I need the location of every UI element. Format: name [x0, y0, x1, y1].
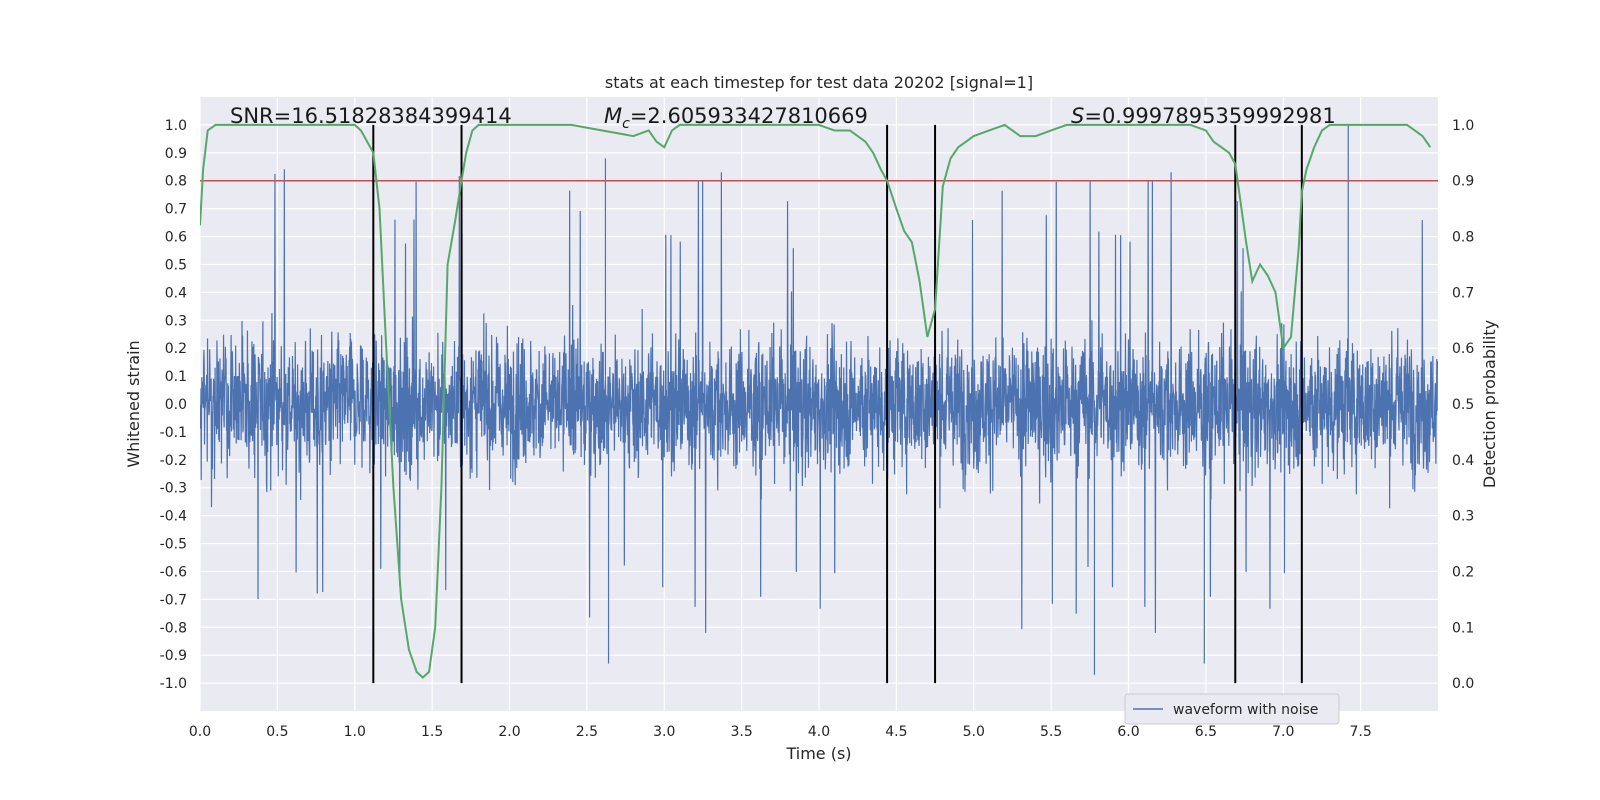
y-tick-label: -0.5	[160, 537, 187, 553]
y-tick-label: 0.2	[165, 341, 187, 357]
y-tick-label: 0.6	[165, 230, 187, 246]
waveform-line	[200, 124, 1438, 675]
y-tick-label: -0.9	[160, 648, 187, 664]
y-tick-label: -0.1	[160, 425, 187, 441]
y-tick-label: 0.8	[165, 174, 187, 190]
y2-tick-label: 0.4	[1452, 453, 1474, 469]
y-tick-label: 0.9	[165, 146, 187, 162]
y-axis-label: Whitened strain	[124, 340, 143, 467]
s-value: =0.9997895359992981	[1084, 104, 1335, 128]
legend: waveform with noise	[1124, 693, 1340, 725]
y-tick-label: -0.6	[160, 564, 187, 580]
probability-line	[200, 123, 1432, 679]
y2-tick-label: 0.5	[1452, 397, 1474, 413]
x-tick-label: 2.5	[576, 724, 598, 740]
probability-series	[200, 123, 1432, 679]
chart-title: stats at each timestep for test data 202…	[605, 73, 1033, 92]
y-tick-label: 0.3	[165, 313, 187, 329]
y2-tick-label: 0.0	[1452, 676, 1474, 692]
s-annotation: S=0.9997895359992981	[1071, 104, 1336, 128]
x-tick-label: 0.5	[266, 724, 288, 740]
y-tick-label: -1.0	[160, 676, 187, 692]
y2-tick-label: 0.9	[1452, 174, 1474, 190]
x-tick-label: 5.5	[1040, 724, 1062, 740]
y-tick-label: 0.4	[165, 285, 187, 301]
x-tick-label: 5.0	[963, 724, 985, 740]
x-tick-label: 2.0	[498, 724, 520, 740]
chirp-mass-symbol: M	[604, 104, 622, 128]
x-axis-label: Time (s)	[785, 744, 851, 763]
y-tick-label: 0.1	[165, 369, 187, 385]
snr-annotation: SNR=16.51828384399414	[230, 104, 512, 128]
y-tick-label: -0.4	[160, 509, 187, 525]
y-tick-label: -0.2	[160, 453, 187, 469]
chirp-mass-subscript: c	[622, 116, 630, 132]
x-tick-label: 1.0	[344, 724, 366, 740]
y-tick-label: -0.8	[160, 620, 187, 636]
vertical-markers	[372, 124, 1303, 684]
x-tick-label: 0.0	[189, 724, 211, 740]
y-tick-label: 1.0	[165, 118, 187, 134]
y-tick-labels: 1.0 0.9 0.8 0.7 0.6 0.5 0.4 0.3 0.2 0.1 0.0 -0.1 -0.…	[160, 118, 187, 692]
y-tick-label: 0.0	[165, 397, 187, 413]
chirp-mass-value: =2.605933427810669	[630, 104, 868, 128]
legend-label: waveform with noise	[1173, 702, 1318, 718]
y-tick-label: -0.7	[160, 592, 187, 608]
y2-tick-label: 0.2	[1452, 564, 1474, 580]
y2-tick-label: 0.6	[1452, 341, 1474, 357]
x-tick-label: 4.5	[885, 724, 907, 740]
x-tick-label: 7.0	[1272, 724, 1294, 740]
y2-tick-label: 1.0	[1452, 118, 1474, 134]
legend-box	[1124, 693, 1340, 725]
x-tick-label: 3.5	[730, 724, 752, 740]
y2-tick-label: 0.3	[1452, 509, 1474, 525]
x-tick-label: 7.5	[1349, 724, 1371, 740]
x-tick-label: 3.0	[653, 724, 675, 740]
x-tick-label: 4.0	[808, 724, 830, 740]
y2-tick-label: 0.7	[1452, 285, 1474, 301]
x-tick-label: 6.0	[1117, 724, 1139, 740]
y-tick-label: -0.3	[160, 481, 187, 497]
y2-tick-label: 0.1	[1452, 620, 1474, 636]
x-tick-label: 6.5	[1195, 724, 1217, 740]
x-tick-labels: 0.0 0.5 1.0 1.5 2.0 2.5 3.0 3.5 4.0 4.5 5.0 5.5 6.0 6…	[189, 724, 1372, 740]
x-tick-label: 1.5	[421, 724, 443, 740]
y-tick-label: 0.7	[165, 202, 187, 218]
s-symbol: S	[1071, 104, 1084, 128]
y2-tick-labels: 1.0 0.9 0.8 0.7 0.6 0.5 0.4 0.3 0.2 0.1 0.0	[1452, 118, 1474, 692]
waveform-series	[200, 124, 1438, 675]
y2-tick-label: 0.8	[1452, 230, 1474, 246]
y2-axis-label: Detection probability	[1480, 320, 1499, 488]
y-tick-label: 0.5	[165, 257, 187, 273]
chirp-mass-annotation: Mc=2.605933427810669	[604, 104, 868, 132]
